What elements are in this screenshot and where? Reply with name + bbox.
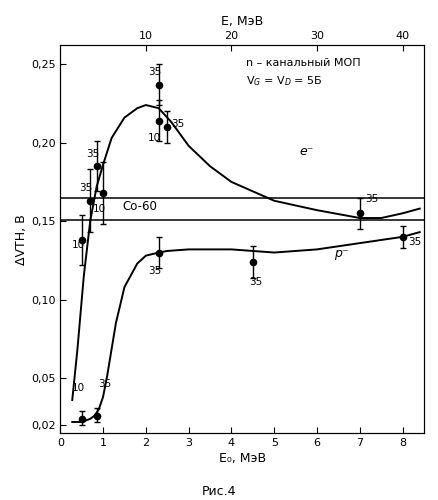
Text: e⁻: e⁻ — [299, 146, 314, 158]
Text: 35: 35 — [86, 149, 99, 159]
Text: 35: 35 — [171, 119, 184, 129]
Text: 35: 35 — [79, 184, 92, 194]
Text: 35: 35 — [249, 278, 262, 287]
Text: 10: 10 — [92, 204, 105, 214]
Y-axis label: ΔVТН, В: ΔVТН, В — [15, 214, 28, 264]
Text: n – канальный МОП: n – канальный МОП — [246, 58, 360, 68]
Text: V$_G$ = V$_D$ = 5Б: V$_G$ = V$_D$ = 5Б — [246, 74, 322, 88]
Text: 35: 35 — [148, 67, 161, 77]
Text: 35: 35 — [407, 236, 420, 246]
Text: p⁻: p⁻ — [333, 247, 348, 260]
Text: 35: 35 — [98, 380, 111, 390]
Text: 10: 10 — [148, 133, 161, 143]
Text: Рис.4: Рис.4 — [202, 485, 236, 498]
Text: 10: 10 — [72, 382, 85, 392]
Text: Co-60: Co-60 — [122, 200, 157, 213]
Text: 35: 35 — [148, 266, 161, 276]
Text: 35: 35 — [364, 194, 377, 204]
Text: 10: 10 — [72, 240, 85, 250]
X-axis label: E, МэВ: E, МэВ — [220, 15, 263, 28]
X-axis label: E₀, МэВ: E₀, МэВ — [218, 452, 265, 465]
